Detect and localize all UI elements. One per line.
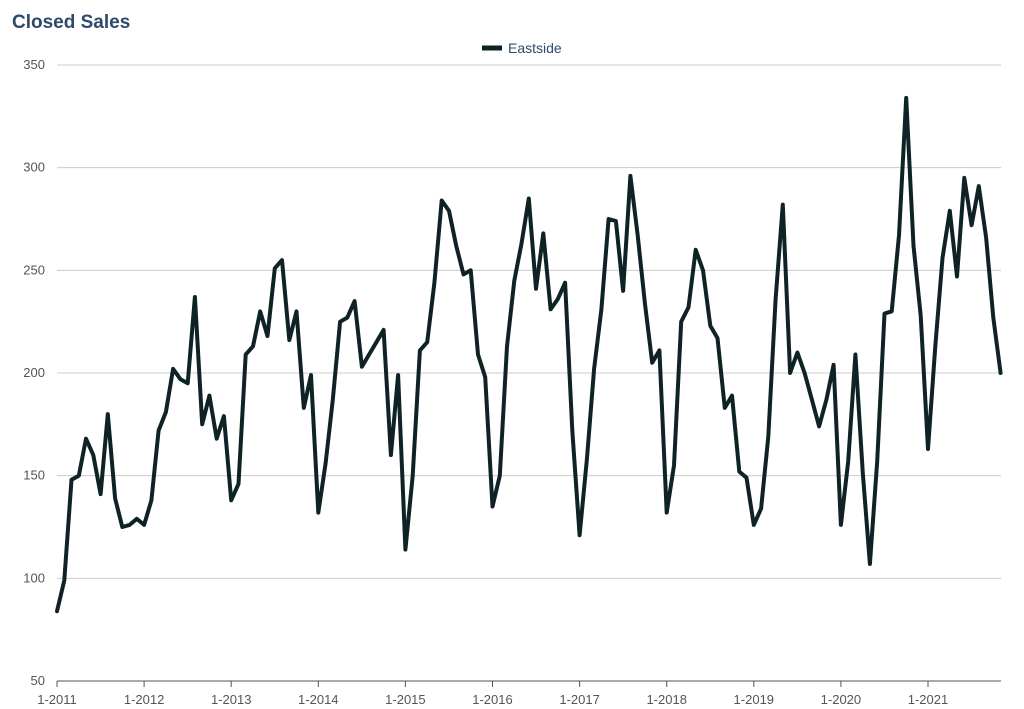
x-tick-label: 1-2013 [211,692,251,707]
legend: Eastside [482,40,562,56]
y-tick-label: 300 [23,160,45,175]
series-line-eastside [55,95,1003,614]
x-tick-label: 1-2015 [385,692,425,707]
x-axis: 1-2011 1-2012 1-2013 1-2014 1-2015 1-2016 1-20… [37,681,948,707]
x-tick-label: 1-2021 [908,692,948,707]
legend-label: Eastside [508,40,562,56]
y-tick-label: 100 [23,570,45,585]
x-tick-label: 1-2011 [37,692,77,707]
x-tick-label: 1-2019 [734,692,774,707]
x-tick-label: 1-2012 [124,692,164,707]
x-tick-label: 1-2018 [646,692,686,707]
y-tick-label: 50 [31,673,45,688]
x-tick-label: 1-2017 [559,692,599,707]
y-axis-tick-labels: 50 100 150 200 250 300 350 [23,57,45,688]
series-layer [55,95,1003,614]
x-tick-label: 1-2016 [472,692,512,707]
y-tick-label: 250 [23,262,45,277]
y-tick-label: 150 [23,468,45,483]
x-tick-label: 1-2014 [298,692,338,707]
x-tick-label: 1-2020 [821,692,861,707]
chart-title: Closed Sales [12,12,131,33]
y-tick-label: 350 [23,57,45,72]
y-tick-label: 200 [23,365,45,380]
gridlines [57,64,1001,682]
